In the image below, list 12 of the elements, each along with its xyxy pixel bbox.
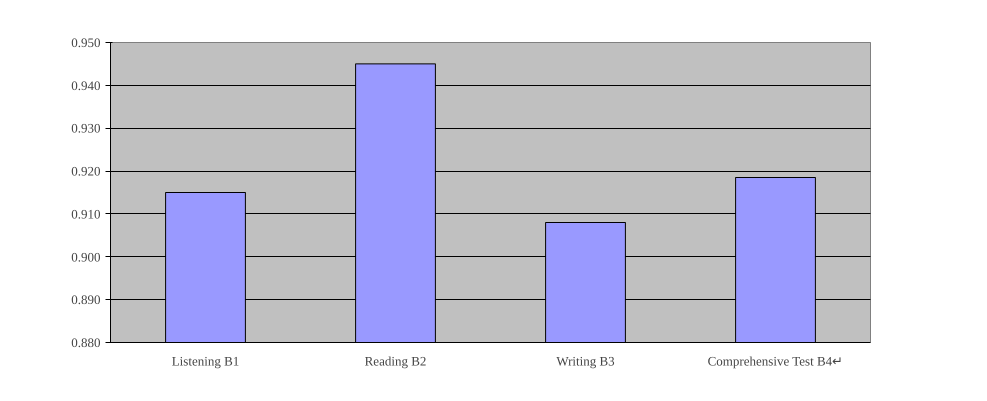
y-tick-label: 0.880 — [71, 335, 100, 350]
y-tick-label: 0.890 — [71, 292, 100, 308]
x-tick-label: Reading B2 — [364, 354, 426, 368]
y-tick-label: 0.930 — [71, 120, 100, 136]
y-tick-label: 0.900 — [71, 249, 100, 264]
x-tick-label: Listening B1 — [172, 354, 240, 368]
y-tick-label: 0.920 — [71, 164, 100, 179]
y-tick-label: 0.950 — [71, 35, 100, 50]
x-tick-label: Writing B3 — [556, 354, 615, 368]
x-tick-label: Comprehensive Test B4↵ — [708, 354, 844, 368]
y-tick-label: 0.940 — [71, 78, 100, 93]
y-tick-label: 0.910 — [71, 206, 100, 222]
